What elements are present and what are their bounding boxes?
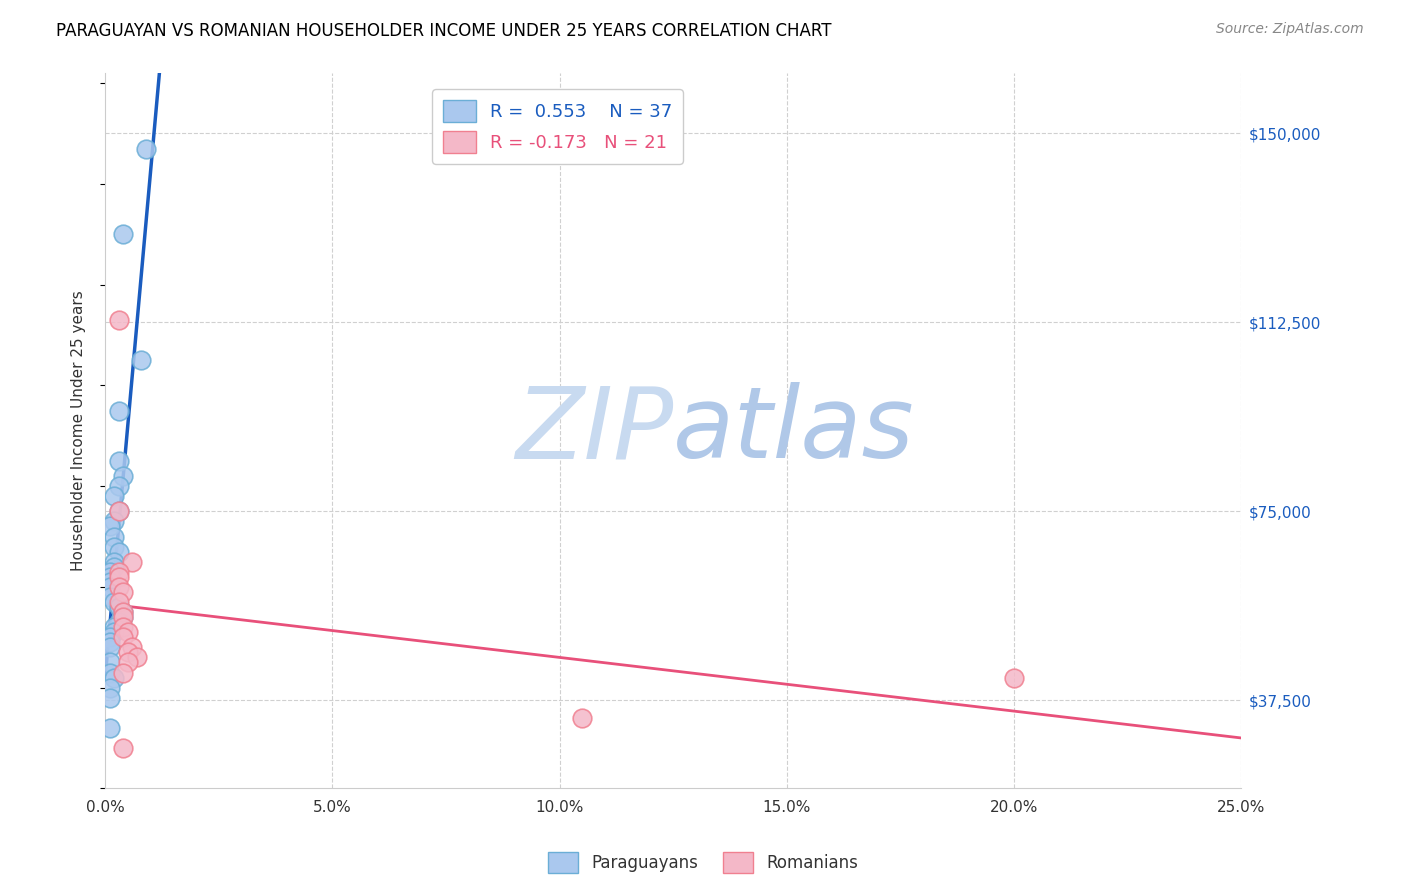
Point: [112, 469, 135, 483]
Point: [98, 565, 121, 579]
Legend: R =  0.553    N = 37, R = -0.173   N = 21: R = 0.553 N = 37, R = -0.173 N = 21: [432, 89, 683, 164]
Point: [98, 519, 121, 533]
Point: [107, 454, 129, 468]
Point: [103, 671, 125, 685]
Point: [98, 656, 121, 670]
Point: [98, 721, 121, 735]
Point: [112, 610, 135, 624]
Point: [103, 595, 125, 609]
Point: [1002, 671, 1025, 685]
Point: [107, 600, 129, 615]
Point: [107, 580, 129, 594]
Y-axis label: Householder Income Under 25 years: Householder Income Under 25 years: [72, 290, 86, 571]
Point: [107, 313, 129, 327]
Text: ZIP: ZIP: [515, 382, 673, 479]
Point: [98, 635, 121, 649]
Point: [98, 590, 121, 604]
Point: [117, 645, 139, 659]
Point: [107, 565, 129, 579]
Point: [107, 504, 129, 518]
Text: PARAGUAYAN VS ROMANIAN HOUSEHOLDER INCOME UNDER 25 YEARS CORRELATION CHART: PARAGUAYAN VS ROMANIAN HOUSEHOLDER INCOM…: [56, 22, 832, 40]
Point: [98, 570, 121, 584]
Point: [98, 681, 121, 695]
Point: [103, 625, 125, 640]
Point: [107, 504, 129, 518]
Point: [117, 656, 139, 670]
Point: [103, 529, 125, 543]
Point: [103, 555, 125, 569]
Point: [112, 630, 135, 644]
Point: [112, 227, 135, 242]
Point: [112, 620, 135, 634]
Point: [131, 353, 153, 368]
Point: [112, 741, 135, 756]
Point: [112, 665, 135, 680]
Point: [107, 595, 129, 609]
Text: Source: ZipAtlas.com: Source: ZipAtlas.com: [1216, 22, 1364, 37]
Point: [98, 580, 121, 594]
Legend: Paraguayans, Romanians: Paraguayans, Romanians: [541, 846, 865, 880]
Point: [107, 544, 129, 558]
Point: [107, 570, 129, 584]
Point: [107, 479, 129, 493]
Point: [98, 640, 121, 655]
Point: [103, 489, 125, 503]
Point: [112, 605, 135, 619]
Text: atlas: atlas: [673, 382, 915, 479]
Point: [98, 574, 121, 589]
Point: [103, 620, 125, 634]
Point: [103, 515, 125, 529]
Point: [103, 559, 125, 574]
Point: [125, 650, 148, 665]
Point: [112, 605, 135, 619]
Point: [98, 630, 121, 644]
Point: [135, 142, 157, 156]
Point: [112, 585, 135, 599]
Point: [121, 640, 143, 655]
Point: [107, 615, 129, 630]
Point: [121, 555, 143, 569]
Point: [103, 540, 125, 554]
Point: [107, 403, 129, 417]
Point: [571, 711, 593, 725]
Point: [98, 690, 121, 705]
Point: [98, 665, 121, 680]
Point: [112, 610, 135, 624]
Point: [117, 625, 139, 640]
